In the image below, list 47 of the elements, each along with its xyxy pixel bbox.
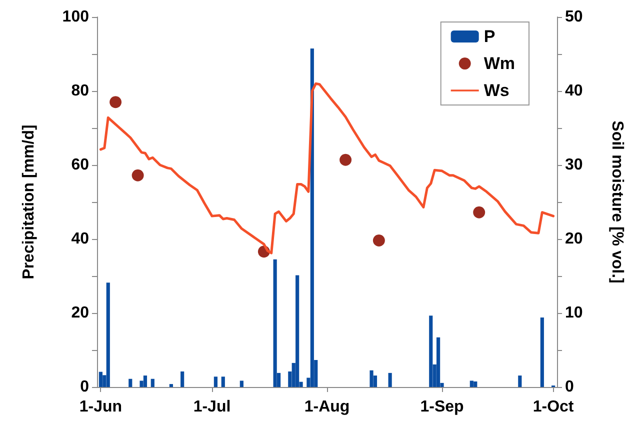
point (110, 96, 122, 108)
bar (296, 275, 300, 387)
y-tick-label: 60 (71, 156, 90, 174)
bar (150, 378, 154, 387)
y-tick-label: 40 (71, 230, 90, 248)
bar (273, 259, 277, 387)
y-tick-label: 20 (71, 304, 90, 322)
bar (98, 372, 103, 387)
bar (436, 337, 440, 387)
bar (370, 370, 374, 387)
bar (470, 380, 474, 387)
y2-tick-label: 50 (565, 8, 583, 26)
legend-label: Wm (484, 54, 516, 73)
legend-label: P (484, 27, 496, 46)
bar (180, 371, 184, 387)
y2-tick-label: 10 (565, 304, 583, 322)
bar (143, 376, 148, 387)
x-tick-label: 1-Aug (304, 398, 350, 416)
point (372, 234, 385, 246)
y-tick-label: 0 (80, 378, 90, 396)
bar (474, 381, 478, 387)
y2-tick-label: 0 (565, 378, 574, 396)
y-axis-title: Precipitation [mm/d] (20, 124, 38, 280)
y2-tick-label: 40 (565, 82, 583, 100)
bar (518, 376, 522, 387)
bar (388, 372, 392, 387)
point (132, 169, 144, 182)
y-tick-label: 100 (62, 8, 90, 26)
bar (128, 378, 132, 387)
bar (221, 376, 225, 387)
y2-tick-label: 20 (565, 230, 583, 248)
bar (429, 316, 433, 387)
bar (240, 380, 244, 387)
x-tick-label: 1-Jun (79, 398, 122, 416)
bar (214, 376, 218, 387)
bar (106, 282, 110, 387)
y-tick-label: 80 (71, 82, 90, 100)
y2-tick-label: 30 (565, 156, 583, 174)
x-tick-label: 1-Sep (420, 398, 464, 416)
point (473, 206, 486, 218)
bar (169, 384, 173, 387)
x-tick-label: 1-Oct (532, 398, 574, 416)
point (340, 154, 352, 166)
x-tick-label: 1-Jul (193, 398, 231, 416)
bar (540, 317, 544, 387)
legend-label: Ws (484, 81, 510, 100)
y2-axis-title: Soil moisture [% vol.] (608, 120, 626, 284)
